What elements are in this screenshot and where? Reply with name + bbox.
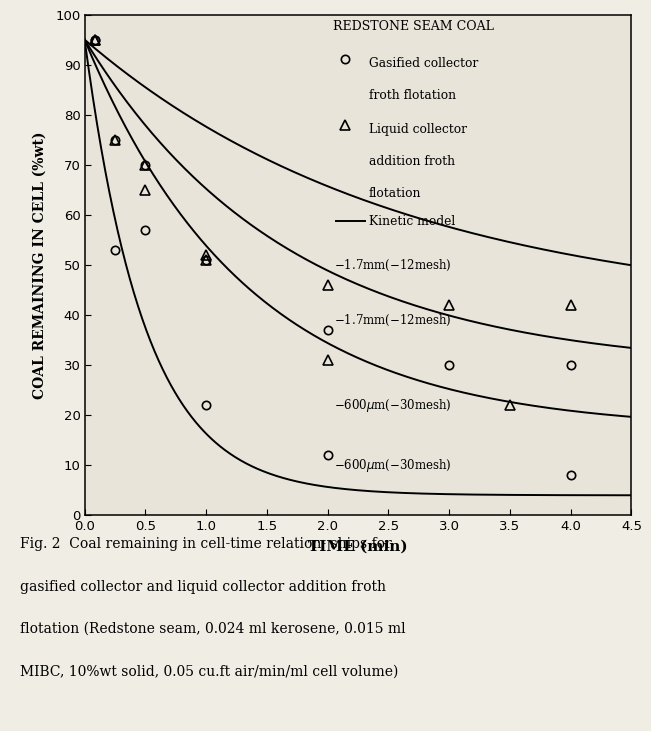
Text: gasified collector and liquid collector addition froth: gasified collector and liquid collector …: [20, 580, 385, 594]
Text: REDSTONE SEAM COAL: REDSTONE SEAM COAL: [333, 20, 494, 33]
Text: flotation: flotation: [369, 186, 421, 200]
Text: Fig. 2  Coal remaining in cell-time relation- ships for: Fig. 2 Coal remaining in cell-time relat…: [20, 537, 391, 551]
Text: Gasified collector: Gasified collector: [369, 57, 478, 70]
X-axis label: TIME (min): TIME (min): [308, 539, 408, 553]
Y-axis label: COAL REMAINING IN CELL (%wt): COAL REMAINING IN CELL (%wt): [33, 132, 47, 398]
Text: $-$600$\mu$m($-$30mesh): $-$600$\mu$m($-$30mesh): [334, 397, 451, 414]
Text: Kinetic model: Kinetic model: [369, 215, 455, 228]
Text: froth flotation: froth flotation: [369, 89, 456, 102]
Text: Liquid collector: Liquid collector: [369, 123, 467, 136]
Text: addition froth: addition froth: [369, 155, 455, 168]
Text: flotation (Redstone seam, 0.024 ml kerosene, 0.015 ml: flotation (Redstone seam, 0.024 ml keros…: [20, 622, 405, 636]
Text: $-$1.7mm($-$12mesh): $-$1.7mm($-$12mesh): [334, 257, 451, 273]
Text: $-$1.7mm($-$12mesh): $-$1.7mm($-$12mesh): [334, 313, 451, 327]
Text: MIBC, 10%wt solid, 0.05 cu.ft air/min/ml cell volume): MIBC, 10%wt solid, 0.05 cu.ft air/min/ml…: [20, 664, 398, 678]
Text: $-$600$\mu$m($-$30mesh): $-$600$\mu$m($-$30mesh): [334, 457, 451, 474]
